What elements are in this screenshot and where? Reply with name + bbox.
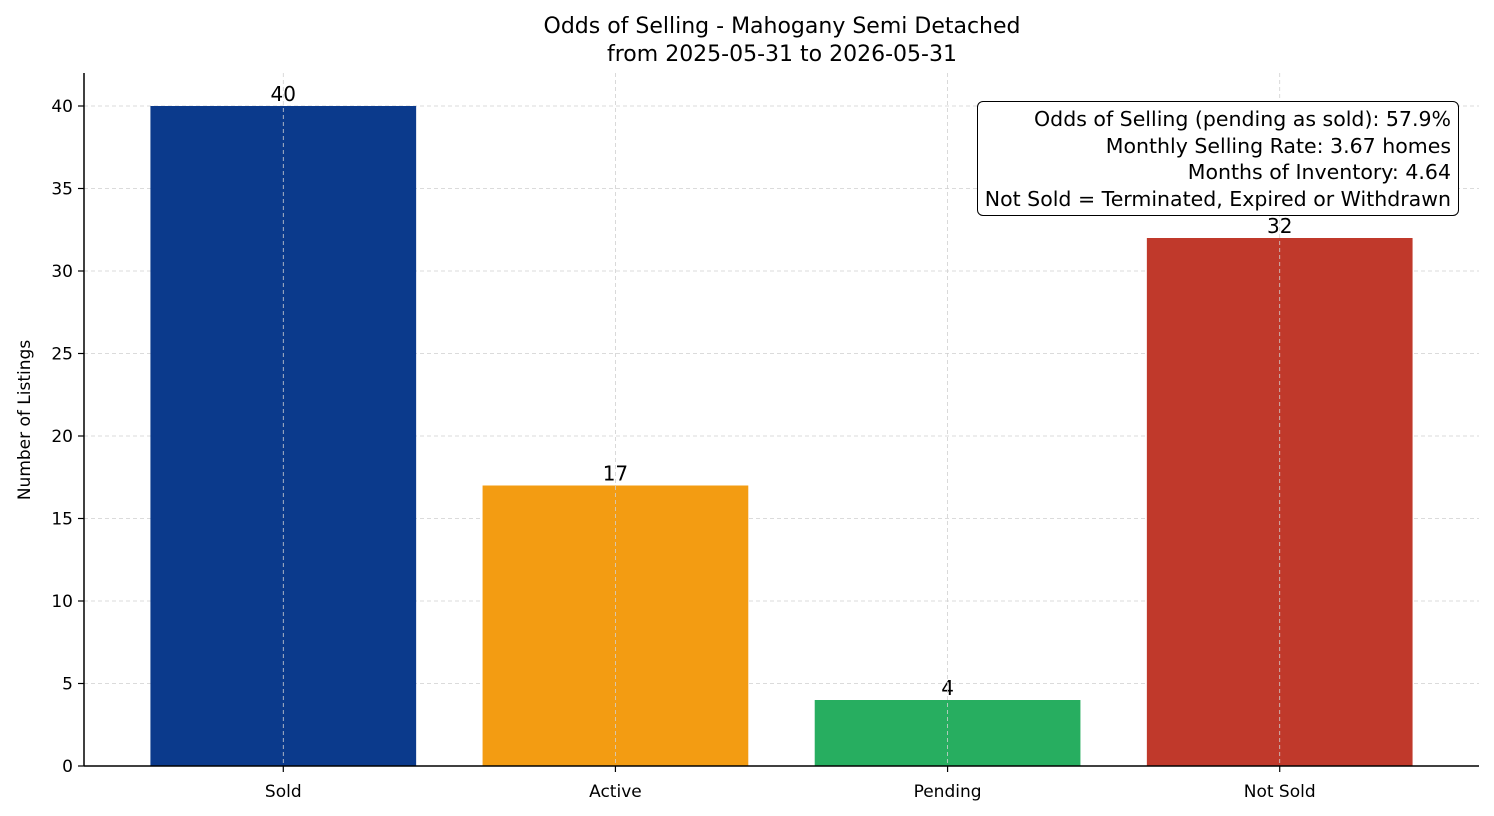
y-tick-label: 5 [62, 675, 73, 695]
x-tick-label: Not Sold [1244, 782, 1316, 802]
y-tick-label: 10 [51, 592, 73, 612]
y-tick-label: 0 [62, 757, 73, 777]
monthly-selling-rate-text: Monthly Selling Rate: 3.67 homes [1105, 133, 1451, 158]
y-tick-label: 20 [51, 427, 73, 447]
bar-value-label: 4 [941, 676, 954, 700]
bar-sold [150, 106, 417, 766]
y-tick-label: 40 [51, 97, 73, 117]
y-tick-label: 15 [51, 510, 73, 530]
y-tick-label: 30 [51, 262, 73, 282]
stats-annotation-box: Odds of Selling (pending as sold): 57.9%… [976, 101, 1459, 216]
x-tick-label: Pending [914, 782, 982, 802]
y-axis-label: Number of Listings [15, 340, 35, 500]
x-tick-label: Sold [265, 782, 302, 802]
chart-title: Odds of Selling - Mahogany Semi Detached [544, 14, 1021, 39]
y-tick-label: 25 [51, 345, 73, 365]
y-tick-label: 35 [51, 180, 73, 200]
not-sold-definition-text: Not Sold = Terminated, Expired or Withdr… [984, 186, 1451, 211]
x-tick-label: Active [589, 782, 642, 802]
axes: 0 5 10 15 20 25 30 35 40 Sold Active Pending Not Sol… [51, 73, 1479, 802]
odds-of-selling-text: Odds of Selling (pending as sold): 57.9% [1034, 107, 1451, 131]
bar-active [482, 485, 749, 766]
months-of-inventory-text: Months of Inventory: 4.64 [1187, 160, 1451, 184]
chart-subtitle: from 2025-05-31 to 2026-05-31 [607, 42, 957, 67]
